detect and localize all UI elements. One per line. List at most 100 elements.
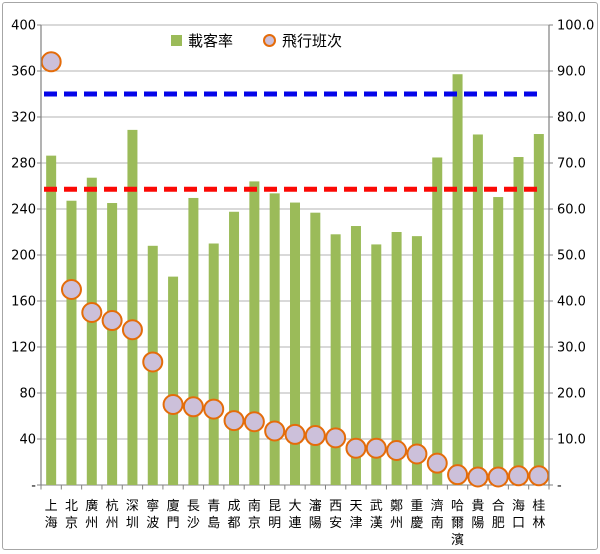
x-axis-label-深圳: 圳 [126, 516, 139, 531]
x-axis-label-深圳: 深 [126, 499, 139, 514]
flight-marker-南京 [243, 411, 265, 433]
x-axis-label-成都: 都 [228, 516, 241, 531]
flight-marker-寧波 [142, 351, 164, 373]
flight-marker-上海 [40, 51, 62, 73]
chart-plot: 400 360 320 280 240 200 160 120 80 40 - 100.0 90.0 80… [11, 19, 594, 549]
x-axis-label-南京: 京 [248, 516, 261, 531]
x-axis-label-重慶: 重 [410, 498, 423, 514]
left-axis-label: - [31, 479, 36, 494]
bar-昆明 [269, 193, 280, 486]
bar-北京 [66, 200, 77, 485]
x-axis-label-哈爾濱: 濱 [451, 533, 464, 548]
x-axis-label-瀋陽: 瀋 [309, 498, 322, 514]
left-axis-label: 200 [11, 249, 36, 264]
flight-marker-北京 [60, 279, 82, 300]
flight-marker-大連 [284, 423, 306, 445]
x-axis-label-北京: 北 [65, 499, 78, 514]
x-axis-label-廣州: 州 [85, 516, 98, 531]
flight-marker-廣州 [81, 302, 103, 323]
flight-marker-合肥 [487, 466, 509, 488]
x-axis-label-南京: 南 [248, 498, 261, 514]
x-axis-label-成都: 成 [228, 499, 241, 514]
flight-marker-瀋陽 [304, 425, 326, 447]
flight-marker-成都 [223, 410, 245, 432]
flight-marker-重慶 [406, 443, 428, 465]
x-axis-label-長沙: 長 [187, 499, 200, 514]
flight-marker-深圳 [121, 319, 143, 341]
left-axis-label: 240 [11, 203, 36, 218]
x-axis-label-哈爾濱: 哈 [451, 499, 464, 514]
left-axis-label: 160 [11, 295, 36, 310]
x-axis-label-鄭州: 州 [390, 516, 403, 531]
flight-marker-貴陽 [467, 466, 489, 488]
x-axis-label-北京: 京 [65, 516, 78, 531]
bar-哈爾濱 [452, 74, 463, 485]
bar-合肥 [493, 197, 504, 486]
flight-marker-濟南 [426, 452, 448, 474]
x-axis-label-濟南: 南 [431, 515, 444, 531]
x-axis-label-桂林: 林 [532, 516, 545, 531]
left-axis-label: 80 [19, 387, 36, 402]
left-axis-label: 360 [11, 65, 36, 80]
x-axis-label-廣州: 廣 [85, 499, 98, 514]
right-axis-label: 30.0 [557, 341, 586, 356]
x-axis-label-昆明: 明 [268, 516, 281, 531]
x-axis-label-合肥: 肥 [492, 516, 505, 531]
x-axis-label-西安: 西 [329, 499, 342, 514]
bar-series-swatch-icon [171, 35, 182, 46]
flight-marker-鄭州 [386, 440, 408, 461]
flight-marker-哈爾濱 [447, 464, 469, 486]
x-axis-label-貴陽: 陽 [471, 516, 484, 531]
bar-青島 [208, 243, 219, 485]
marker-series-swatch-icon [263, 34, 277, 47]
bar-杭州 [107, 203, 118, 485]
right-axis-label: 50.0 [557, 249, 586, 264]
legend-label-flights: 飛行班次 [282, 32, 343, 50]
left-axis-label: 400 [11, 19, 36, 34]
x-axis-label-桂林: 桂 [532, 499, 545, 514]
bar-上海 [46, 155, 57, 485]
flight-marker-海口 [508, 465, 530, 487]
right-axis-label: 40.0 [557, 295, 586, 310]
flight-marker-長沙 [182, 396, 204, 418]
x-axis-label-長沙: 沙 [187, 516, 200, 531]
x-axis-label-寧波: 寧 [146, 498, 159, 514]
flight-marker-廈門 [162, 394, 184, 415]
x-axis-label-重慶: 慶 [410, 516, 423, 531]
x-axis-label-青島: 島 [207, 516, 220, 531]
bar-廈門 [168, 276, 179, 485]
x-axis-label-貴陽: 貴 [471, 499, 484, 514]
left-axis-label: 280 [11, 157, 36, 172]
right-axis-label: 60.0 [557, 203, 586, 218]
x-axis-label-昆明: 昆 [268, 499, 281, 514]
right-axis-label: 70.0 [557, 157, 586, 172]
x-axis-label-海口: 海 [512, 499, 525, 514]
x-axis-label-海口: 口 [512, 516, 525, 531]
x-axis-label-杭州: 杭 [106, 499, 119, 514]
x-axis-label-天津: 天 [349, 499, 362, 514]
flight-marker-武漢 [365, 437, 387, 459]
right-axis-label: 90.0 [557, 65, 586, 80]
flight-marker-青島 [203, 398, 225, 420]
right-axis-label: 100.0 [557, 19, 594, 34]
x-axis-label-大連: 連 [288, 516, 301, 531]
bar-天津 [350, 226, 361, 485]
bar-瀋陽 [310, 212, 321, 485]
right-axis-label: 10.0 [557, 433, 586, 448]
bar-重慶 [411, 236, 422, 485]
chart-legend: 載客率 飛行班次 [171, 30, 342, 51]
bar-廣州 [86, 177, 97, 485]
x-axis-label-大連: 大 [288, 499, 301, 514]
flight-marker-桂林 [528, 465, 550, 487]
x-axis-label-寧波: 波 [146, 516, 159, 531]
x-axis-label-杭州: 州 [106, 516, 119, 531]
bar-南京 [249, 181, 260, 485]
left-axis-label: 320 [11, 111, 36, 126]
legend-label-load-factor: 載客率 [188, 32, 234, 50]
x-axis-label-武漢: 漢 [370, 516, 383, 531]
left-axis-label: 40 [19, 433, 36, 448]
x-axis-label-瀋陽: 陽 [309, 516, 322, 531]
right-axis-label: 20.0 [557, 387, 586, 402]
bar-西安 [330, 234, 341, 485]
